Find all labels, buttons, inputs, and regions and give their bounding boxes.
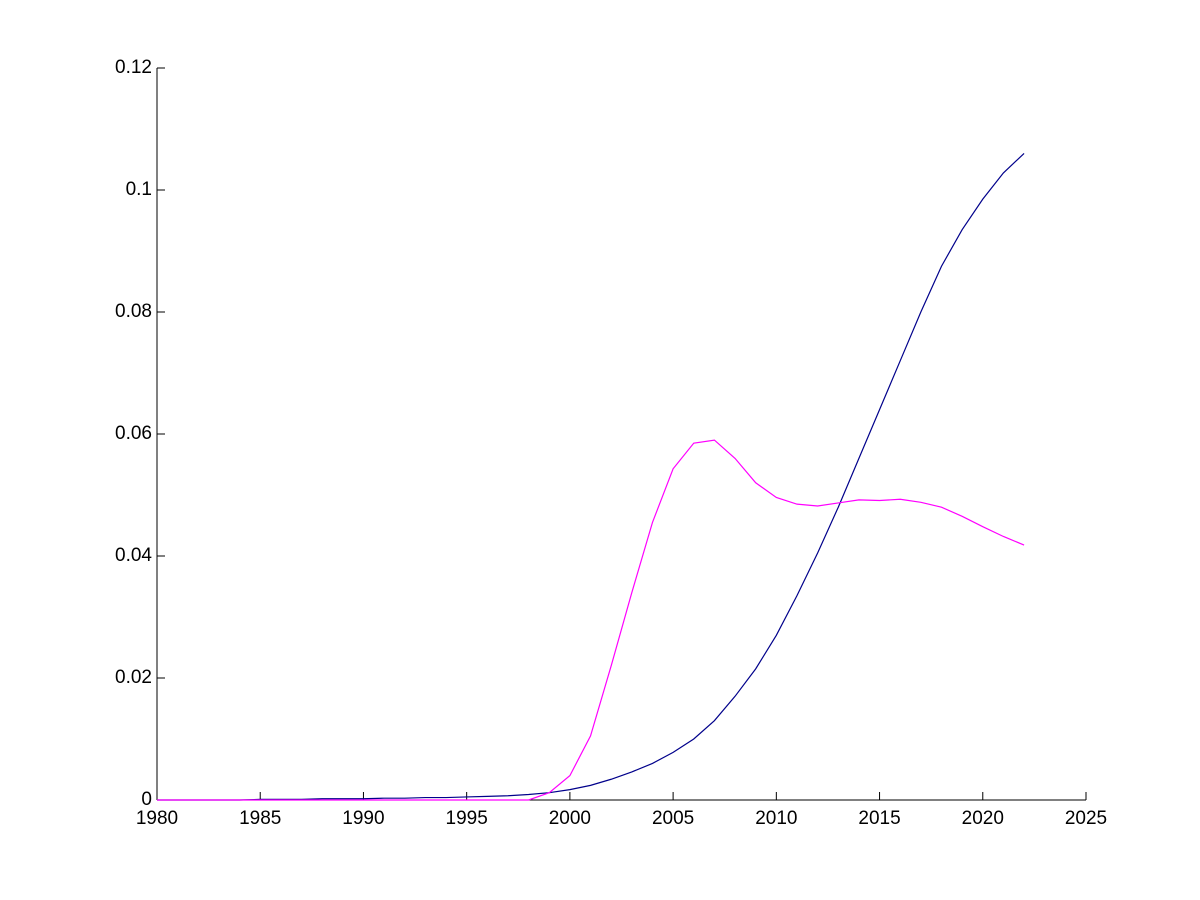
x-tick-label: 1985 (239, 808, 281, 829)
y-tick-label: 0.08 (115, 301, 152, 322)
line-series (157, 152, 1025, 801)
y-tick-label: 0.12 (115, 57, 152, 78)
x-tick-label: 1980 (136, 808, 178, 829)
x-tick-label: 1990 (342, 808, 384, 829)
y-tick-label: 0.02 (115, 667, 152, 688)
x-tick-label: 2005 (652, 808, 694, 829)
x-tick-label: 2020 (962, 808, 1004, 829)
x-tick-label: 1995 (446, 808, 488, 829)
x-tick-label: 2025 (1065, 808, 1107, 829)
y-tick-label: 0 (141, 789, 152, 810)
y-tick-label: 0.04 (115, 545, 152, 566)
line-series (157, 439, 1025, 801)
y-tick-label: 0.06 (115, 423, 152, 444)
y-tick-label: 0.1 (126, 179, 152, 200)
x-tick-label: 2015 (858, 808, 900, 829)
x-tick-label: 2000 (549, 808, 591, 829)
x-tick-label: 2010 (755, 808, 797, 829)
